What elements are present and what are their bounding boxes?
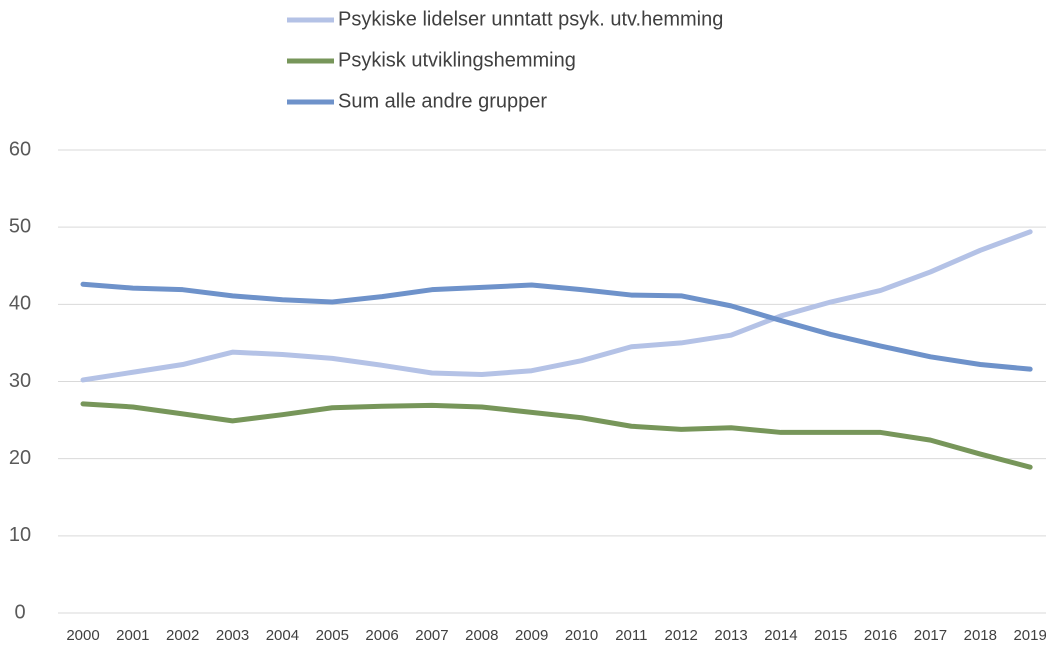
legend-label: Psykiske lidelser unntatt psyk. utv.hemm… <box>338 8 723 30</box>
line-series <box>80 401 1033 470</box>
line-series <box>80 281 1033 372</box>
x-tick-label: 2015 <box>814 627 847 644</box>
x-tick-label: 2007 <box>415 627 448 644</box>
x-tick-label: 2003 <box>216 627 249 644</box>
x-tick-label: 2001 <box>116 627 149 644</box>
x-tick-label: 2008 <box>465 627 498 644</box>
y-tick-label: 10 <box>9 524 31 546</box>
x-tick-label: 2009 <box>515 627 548 644</box>
legend-label: Sum alle andre grupper <box>338 90 547 112</box>
y-tick-label: 0 <box>14 601 25 623</box>
x-tick-label: 2005 <box>316 627 349 644</box>
x-tick-label: 2000 <box>66 627 99 644</box>
x-tick-label: 2012 <box>665 627 698 644</box>
y-tick-label: 50 <box>9 215 31 237</box>
x-tick-label: 2017 <box>914 627 947 644</box>
x-tick-label: 2018 <box>964 627 997 644</box>
y-tick-label: 60 <box>9 138 31 160</box>
y-tick-label: 40 <box>9 293 31 315</box>
y-tick-label: 20 <box>9 447 31 469</box>
line-series <box>80 229 1033 383</box>
x-tick-label: 2014 <box>764 627 797 644</box>
x-tick-label: 2006 <box>365 627 398 644</box>
x-tick-label: 2016 <box>864 627 897 644</box>
x-tick-label: 2002 <box>166 627 199 644</box>
x-tick-label: 2004 <box>266 627 299 644</box>
x-tick-label: 2019 <box>1013 627 1046 644</box>
x-tick-label: 2013 <box>714 627 747 644</box>
x-tick-label: 2010 <box>565 627 598 644</box>
x-tick-label: 2011 <box>615 627 647 644</box>
y-tick-label: 30 <box>9 370 31 392</box>
legend-label: Psykisk utviklingshemming <box>338 49 576 71</box>
